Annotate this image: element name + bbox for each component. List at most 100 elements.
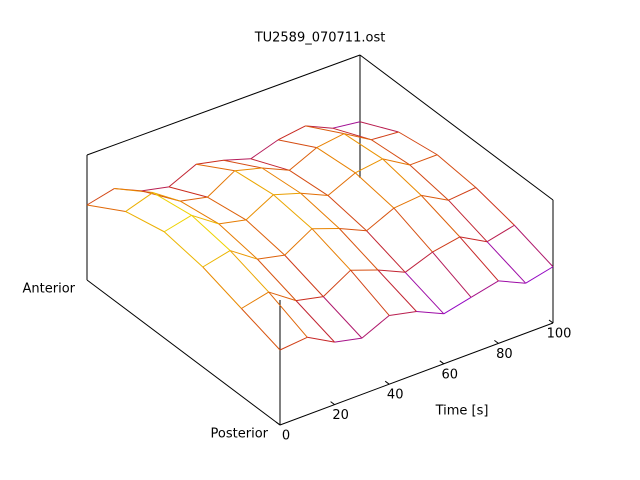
mesh-segment [191, 214, 231, 251]
mesh-segment [338, 228, 379, 271]
mesh-segment [366, 230, 406, 273]
mesh-segment [289, 147, 318, 171]
mesh-segment [196, 163, 235, 172]
mesh-segment [311, 228, 351, 271]
mesh-segment [241, 291, 269, 309]
mesh-segment [268, 291, 297, 302]
mesh-segment [421, 194, 449, 201]
mesh-segment [514, 224, 554, 268]
mesh-segment [300, 192, 340, 229]
mesh-segment [125, 211, 165, 233]
mesh-segment [179, 200, 220, 225]
mesh-segment [86, 204, 126, 212]
mesh-segment [404, 251, 433, 273]
mesh-segment [498, 280, 526, 284]
mesh-segment [332, 121, 361, 129]
mesh-segment [245, 219, 286, 256]
mesh-segment [295, 296, 324, 302]
mesh-segment [152, 192, 181, 202]
y-category-label: Anterior [23, 282, 76, 297]
x-tick [494, 339, 499, 344]
x-tick-label: 100 [547, 327, 572, 342]
mesh-segment [371, 131, 399, 141]
mesh-segment [218, 223, 258, 260]
mesh-segment [343, 133, 372, 141]
mesh-segment [389, 311, 417, 316]
mesh-segment [250, 158, 290, 171]
mesh-segment [436, 154, 477, 188]
mesh-segment [432, 251, 472, 298]
plot-box [86, 54, 554, 426]
mesh-segment [316, 133, 345, 149]
mesh-segment [223, 159, 263, 169]
mesh-segment [277, 125, 306, 141]
mesh-segment [245, 194, 274, 221]
mesh-segment [125, 192, 154, 212]
x-tick-label: 60 [442, 367, 459, 382]
mesh-segment [273, 194, 313, 230]
mesh-segment [234, 167, 263, 172]
mesh-segment [279, 336, 308, 351]
mesh-segment [191, 214, 219, 225]
mesh-segment [393, 207, 433, 253]
mesh-segment [202, 266, 242, 309]
mesh-segment [366, 207, 395, 232]
mesh-segment [398, 131, 438, 156]
mesh-segment [257, 258, 297, 301]
mesh-segment [355, 158, 383, 174]
mesh-segment [486, 224, 515, 243]
x-tick-label: 0 [282, 429, 290, 444]
mesh-segment [361, 315, 390, 339]
mesh-segment [163, 231, 204, 268]
mesh-segment [525, 266, 554, 284]
mesh-segment [261, 167, 301, 194]
mesh-segment [343, 133, 383, 160]
chart-title: TU2589_070711.ost [254, 31, 386, 46]
mesh-segment [432, 236, 461, 253]
mesh-segment [268, 291, 308, 338]
mesh-segment [152, 192, 192, 216]
mesh-segment [459, 236, 488, 243]
mesh-segment [284, 228, 313, 256]
x-tick [275, 421, 281, 426]
mesh-segment [295, 300, 335, 343]
box-edge [86, 54, 361, 156]
x-tick-label: 40 [387, 388, 404, 403]
mesh-segment [327, 195, 367, 232]
mesh-segment [486, 241, 527, 284]
mesh-segment [180, 196, 208, 202]
mesh-segment [278, 139, 317, 149]
mesh-segment [223, 158, 251, 161]
mesh-segment [443, 296, 472, 315]
mesh-segment [257, 254, 285, 260]
mesh-segment [409, 154, 438, 166]
mesh-segment [262, 167, 290, 171]
mesh-segment [377, 269, 406, 273]
x-tick [439, 360, 445, 365]
mesh-segment [316, 147, 356, 174]
mesh-segment [382, 158, 411, 166]
mesh-segment [322, 269, 351, 298]
mesh-segment [420, 195, 461, 238]
mesh-segment [404, 271, 445, 315]
mesh-segment [86, 188, 115, 206]
mesh-segment [168, 163, 197, 188]
mesh-segment [300, 192, 329, 197]
mesh-segment [371, 139, 411, 166]
mesh-segment [234, 170, 274, 196]
mesh-segment [322, 296, 363, 339]
mesh-segment [409, 164, 449, 201]
x-tick-label: 80 [496, 347, 513, 362]
x-tick-label: 20 [332, 408, 349, 423]
mesh-segment [141, 186, 169, 192]
mesh-segment [334, 337, 362, 343]
mesh-segment [289, 169, 329, 196]
box-edge [359, 54, 554, 201]
mesh-segment [307, 336, 335, 343]
x-tick [330, 401, 335, 406]
x-tick [548, 319, 554, 324]
mesh-segment [207, 170, 236, 198]
mesh-segment [202, 250, 231, 268]
mesh-segment [354, 172, 395, 209]
